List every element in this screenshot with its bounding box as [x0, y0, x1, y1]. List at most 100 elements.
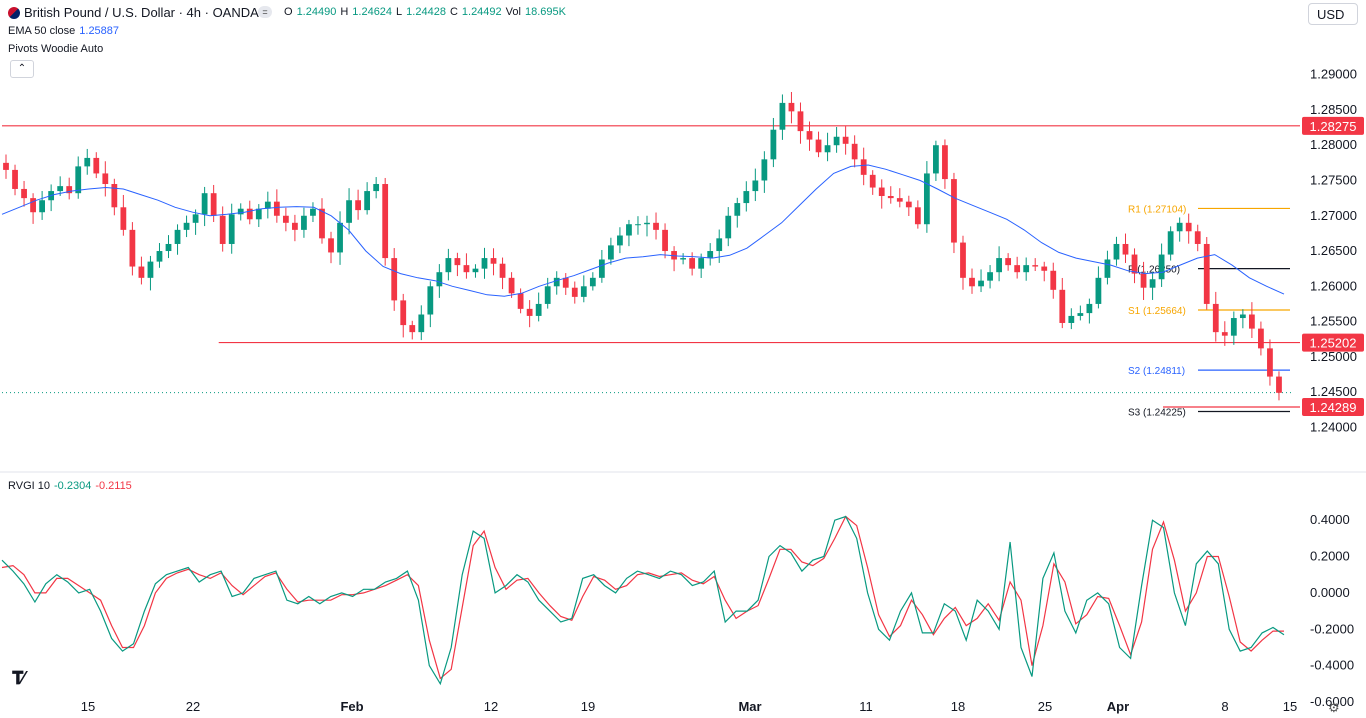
level-price-label-bg	[1302, 333, 1364, 352]
level-price-label-bg	[1302, 397, 1364, 416]
candle-body	[598, 259, 605, 278]
open-label: O	[284, 6, 293, 18]
candle-body	[30, 198, 36, 213]
low-value: 1.24428	[406, 6, 446, 18]
price-axis-tick: 1.25500	[1310, 314, 1357, 329]
ema-legend[interactable]: EMA 50 close 1.25887	[8, 25, 119, 37]
currency-selector[interactable]: USD	[1308, 3, 1358, 25]
candle-body	[725, 215, 732, 239]
level-price-label-bg	[1302, 116, 1364, 135]
candle-body	[1230, 318, 1237, 336]
candle-body	[93, 157, 100, 174]
tradingview-logo-icon[interactable]: 𝐓⁄	[12, 668, 25, 688]
candle-body	[1221, 332, 1228, 336]
candle-body	[192, 214, 199, 223]
candle-body	[734, 203, 741, 216]
candle-body	[1122, 243, 1129, 255]
candle-body	[273, 201, 280, 216]
candle-body	[743, 191, 750, 204]
open-value: 1.24490	[296, 6, 337, 18]
candle-body	[57, 186, 64, 192]
candle-body	[21, 188, 27, 199]
candle-body	[1258, 328, 1264, 349]
price-axis-tick: 1.24500	[1310, 384, 1357, 399]
ema-label: EMA 50 close	[8, 25, 76, 37]
candle-body	[120, 207, 127, 230]
candle-body	[138, 266, 145, 278]
time-axis-tick: 15	[81, 699, 95, 714]
ema-value: 1.25887	[79, 25, 120, 37]
pivot-label: S3 (1.24225)	[1128, 407, 1186, 418]
candle-body	[544, 286, 551, 304]
flag-icon	[8, 6, 20, 19]
rvgi-line	[1, 515, 1285, 686]
candle-body	[589, 277, 596, 287]
level-price-label: 1.24289	[1310, 400, 1357, 415]
pivot-label: R1 (1.27104)	[1128, 204, 1186, 215]
candle-body	[355, 200, 361, 211]
time-axis-tick: Apr	[1107, 699, 1129, 714]
rvgi-axis-tick: -0.6000	[1310, 694, 1354, 709]
collapse-header-button[interactable]: =	[258, 6, 272, 18]
price-axis-tick: 1.29000	[1310, 67, 1357, 82]
candle-body	[292, 222, 298, 230]
candle-body	[517, 293, 524, 309]
candle-body	[75, 166, 82, 194]
candle-body	[12, 169, 18, 189]
volume-value: 18.695K	[524, 6, 566, 18]
candle-body	[644, 222, 650, 225]
rvgi-title: RVGI 10	[8, 480, 50, 492]
candle-body	[1041, 266, 1048, 271]
rvgi-signal-line	[1, 515, 1284, 680]
candle-body	[174, 229, 181, 244]
collapse-legend-button[interactable]: ⌃	[10, 60, 34, 78]
symbol-title[interactable]: British Pound / U.S. Dollar · 4h · OANDA	[24, 5, 259, 20]
candle-body	[436, 272, 443, 287]
candle-body	[328, 238, 334, 253]
candle-body	[1131, 254, 1138, 274]
candle-body	[337, 222, 343, 253]
price-axis-tick: 1.27000	[1310, 208, 1357, 223]
candle-body	[111, 184, 118, 208]
candle-body	[228, 214, 235, 244]
candle-body	[896, 198, 903, 202]
level-price-label: 1.28275	[1310, 119, 1357, 134]
candle-body	[933, 145, 939, 174]
candle-body	[824, 145, 831, 153]
candle-body	[996, 258, 1002, 273]
rvgi-value: -0.2304	[54, 480, 92, 492]
close-value: 1.24492	[461, 6, 502, 18]
candle-body	[607, 245, 614, 260]
candle-body	[1059, 289, 1066, 323]
candle-body	[526, 308, 533, 316]
candle-body	[1239, 314, 1246, 319]
candle-body	[102, 173, 109, 185]
candle-body	[400, 300, 407, 326]
candle-body	[860, 159, 867, 175]
candle-body	[508, 277, 515, 294]
candle-body	[1014, 265, 1021, 273]
candle-body	[481, 258, 488, 269]
candle-body	[1149, 279, 1156, 288]
candle-body	[246, 208, 253, 220]
ohlc-readout: O 1.24490 H 1.24624 L 1.24428 C 1.24492 Vol 1…	[284, 6, 566, 18]
candle-body	[165, 243, 172, 252]
candle-body	[427, 286, 434, 315]
low-label: L	[396, 6, 403, 18]
pivots-legend[interactable]: Pivots Woodie Auto	[8, 43, 103, 55]
time-axis-tick: 18	[951, 699, 965, 714]
candle-body	[1176, 222, 1183, 232]
candle-body	[680, 258, 687, 260]
level-price-label: 1.25202	[1310, 336, 1357, 351]
candle-body	[1104, 259, 1111, 278]
candle-body	[806, 131, 813, 140]
price-axis-tick: 1.27500	[1310, 172, 1357, 187]
candle-body	[210, 193, 217, 216]
candle-body	[409, 325, 416, 333]
time-axis-tick: 15	[1283, 699, 1297, 714]
time-axis-tick: Feb	[340, 699, 363, 714]
candle-body	[183, 222, 190, 230]
settings-gear-icon[interactable]: ⚙	[1328, 700, 1340, 715]
rvgi-legend[interactable]: RVGI 10 -0.2304 -0.2115	[8, 480, 132, 492]
